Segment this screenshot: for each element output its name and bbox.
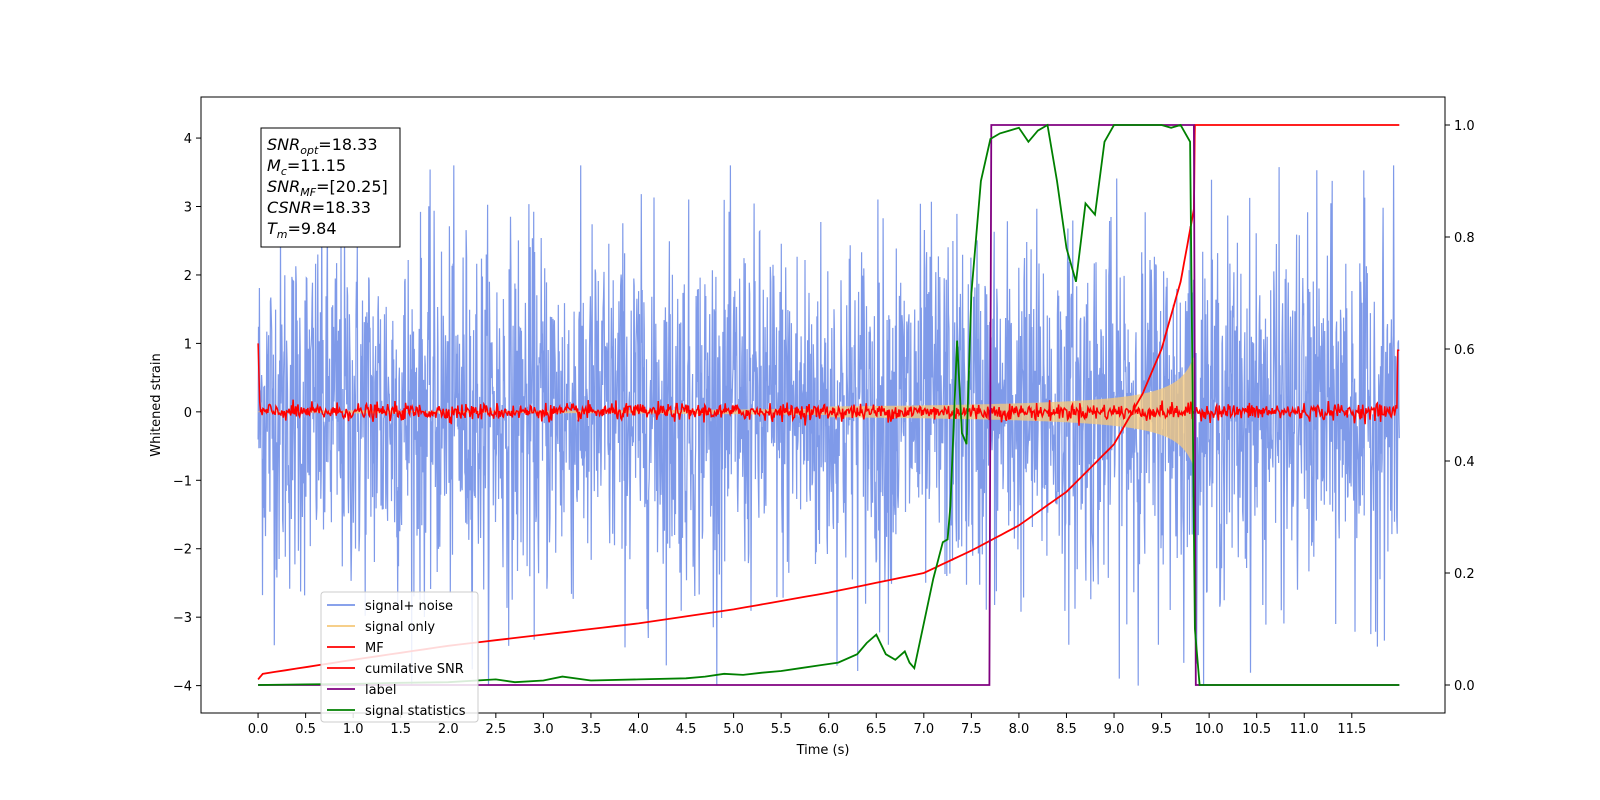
x-tick-label: 3.5 (581, 722, 602, 737)
x-tick-label: 4.0 (628, 722, 649, 737)
y-tick-label-right: 0.4 (1454, 455, 1475, 470)
legend-label: cumilative SNR (365, 662, 464, 677)
y-tick-label-left: 3 (184, 201, 192, 216)
legend: signal+ noise signal only MF cumilative SNR… (320, 591, 479, 723)
x-tick-label: 0.5 (295, 722, 316, 737)
x-tick-label: 6.0 (818, 722, 839, 737)
series-signal-plus-noise (257, 165, 1400, 686)
x-tick-label: 2.5 (485, 722, 506, 737)
x-tick-label: 10.0 (1195, 722, 1224, 737)
y-tick-label-right: 0.6 (1454, 343, 1475, 358)
y-tick-label-left: −1 (173, 474, 192, 489)
x-tick-label: 4.5 (676, 722, 697, 737)
x-axis-label: Time (s) (796, 743, 850, 758)
plot-frame (200, 96, 1446, 714)
y-tick-label-left: 0 (184, 406, 192, 421)
x-tick-label: 6.5 (866, 722, 887, 737)
y-tick-label-left: −2 (173, 543, 192, 558)
legend-frame (320, 591, 479, 723)
y-tick-label-left: 4 (184, 132, 192, 147)
y-axis-label-left: Whitened strain (149, 353, 164, 456)
annotation-box: SNRopt=18.33Mc=11.15SNRMF=[20.25]CSNR=18… (260, 127, 401, 248)
x-tick-label: 5.0 (723, 722, 744, 737)
annotation-line: SNRopt=18.33 (267, 135, 378, 157)
y-tick-label-left: −3 (173, 611, 192, 626)
series-mf (257, 343, 1400, 426)
x-tick-label: 11.5 (1337, 722, 1366, 737)
x-tick-label: 0.0 (248, 722, 269, 737)
annotation-line: CSNR=18.33 (267, 198, 371, 217)
legend-label: MF (365, 641, 384, 656)
legend-label: label (365, 683, 396, 698)
x-tick-label: 11.0 (1290, 722, 1319, 737)
x-tick-label: 2.0 (438, 722, 459, 737)
y-tick-label-right: 0.2 (1454, 567, 1475, 582)
series-signal-statistics (258, 123, 1400, 686)
y-tick-label-left: 2 (184, 269, 192, 284)
x-tick-label: 9.0 (1104, 722, 1125, 737)
x-tick-label: 1.5 (390, 722, 411, 737)
x-tick-label: 7.0 (913, 722, 934, 737)
x-tick-label: 10.5 (1242, 722, 1271, 737)
x-tick-label: 1.0 (343, 722, 364, 737)
x-tick-label: 8.5 (1056, 722, 1077, 737)
annotation-line: SNRMF=[20.25] (267, 177, 388, 199)
annotation-line: Tm=9.84 (267, 219, 337, 241)
y-tick-label-right: 1.0 (1454, 119, 1475, 134)
y-tick-label-right: 0.8 (1454, 231, 1475, 246)
legend-label: signal statistics (365, 704, 466, 719)
x-tick-label: 8.0 (1009, 722, 1030, 737)
y-tick-label-right: 0.0 (1454, 679, 1475, 694)
legend-label: signal only (365, 620, 435, 635)
y-tick-label-left: 1 (184, 337, 192, 352)
annotation-line: Mc=11.15 (267, 156, 346, 178)
x-tick-label: 9.5 (1151, 722, 1172, 737)
y-tick-label-left: −4 (173, 680, 192, 695)
x-tick-label: 3.0 (533, 722, 554, 737)
legend-label: signal+ noise (365, 599, 453, 614)
x-tick-label: 7.5 (961, 722, 982, 737)
annotation-frame (260, 127, 401, 248)
x-tick-label: 5.5 (771, 722, 792, 737)
